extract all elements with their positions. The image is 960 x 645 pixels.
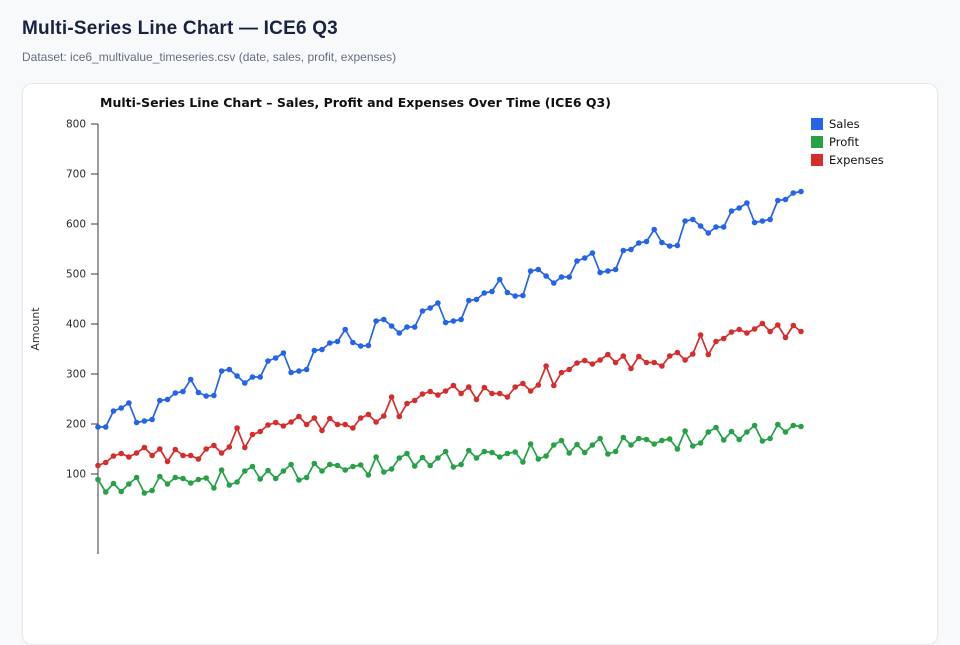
y-tick-label: 500 xyxy=(66,269,86,281)
y-tick-label: 800 xyxy=(66,119,86,131)
series-profit xyxy=(95,421,804,496)
y-tick-label: 300 xyxy=(66,369,86,381)
series-line xyxy=(97,423,802,494)
series-line xyxy=(98,190,802,428)
legend-label-profit: Profit xyxy=(829,135,859,149)
legend-swatch-profit xyxy=(811,136,823,148)
chart-title: Multi-Series Line Chart – Sales, Profit … xyxy=(100,95,611,110)
dataset-subtitle: Dataset: ice6_multivalue_timeseries.csv … xyxy=(22,50,397,64)
y-axis-label: Amount xyxy=(29,307,42,351)
y-tick-label: 200 xyxy=(66,419,86,431)
legend-swatch-sales xyxy=(811,118,823,130)
series-sales xyxy=(95,188,804,430)
chart-card: Multi-Series Line Chart – Sales, Profit … xyxy=(22,83,938,645)
y-tick-label: 700 xyxy=(66,169,86,181)
legend-label-expenses: Expenses xyxy=(829,153,884,167)
series-expenses xyxy=(95,320,804,469)
y-tick-label: 600 xyxy=(66,219,86,231)
line-chart: 100 200 300 400 500 600 700 800 Amount Sales Profi… xyxy=(29,117,884,554)
legend-label-sales: Sales xyxy=(829,117,860,131)
y-tick-label: 100 xyxy=(66,469,86,481)
legend-swatch-expenses xyxy=(811,154,823,166)
y-tick-label: 400 xyxy=(66,319,86,331)
page-title: Multi-Series Line Chart — ICE6 Q3 xyxy=(22,18,338,39)
